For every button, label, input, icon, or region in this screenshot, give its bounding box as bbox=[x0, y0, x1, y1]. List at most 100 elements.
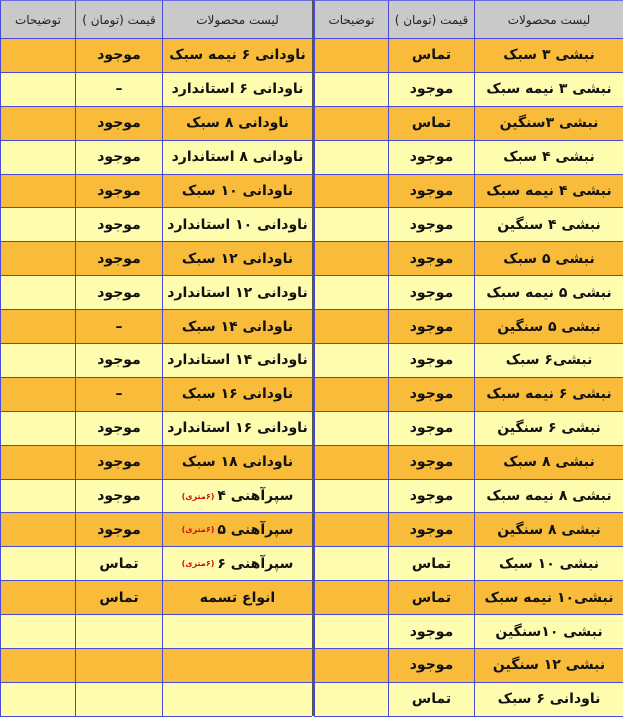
product-name: نبشی ۸ سبک bbox=[503, 454, 595, 471]
price-cell: موجود bbox=[388, 377, 474, 412]
price-cell: موجود bbox=[75, 445, 162, 480]
length-note: (۶متری) bbox=[181, 525, 215, 535]
notes-cell bbox=[0, 377, 75, 412]
price-cell: موجود bbox=[388, 72, 474, 107]
notes-cell bbox=[314, 242, 388, 277]
product-cell: نبشی ۸ سبک bbox=[474, 445, 623, 480]
price-cell: موجود bbox=[388, 615, 474, 650]
price-cell: موجود bbox=[388, 276, 474, 311]
notes-cell bbox=[0, 242, 75, 277]
price-cell: تماس bbox=[388, 682, 474, 717]
product-cell: ناودانی ۶ نیمه سبک bbox=[162, 39, 312, 73]
product-name: ناودانی ۱۴ سبک bbox=[181, 318, 294, 335]
product-name: ناودانی ۸ استاندارد bbox=[171, 149, 304, 166]
product-name: نبشی ۳ سبک bbox=[503, 47, 595, 64]
notes-cell bbox=[0, 513, 75, 548]
product-cell: نبشی ۸ نیمه سبک bbox=[474, 479, 623, 514]
price-cell: موجود bbox=[388, 140, 474, 175]
price-cell: موجود bbox=[75, 411, 162, 446]
product-name: نبشی ۳ نیمه سبک bbox=[486, 81, 612, 98]
notes-cell bbox=[314, 106, 388, 141]
product-cell: نبشی ۶ نیمه سبک bbox=[474, 377, 623, 412]
product-cell: ناودانی ۸ سبک bbox=[162, 106, 312, 141]
notes-cell bbox=[0, 276, 75, 311]
product-cell: ناودانی ۱۰ استاندارد bbox=[162, 208, 312, 243]
right-price-table: لیست محصولات قیمت (تومان ) توضیحات نبشی ۳ س… bbox=[314, 0, 623, 717]
product-name: ناودانی ۶ سبک bbox=[497, 691, 601, 708]
price-cell: موجود bbox=[75, 344, 162, 378]
product-name: نبشی ۴ سبک bbox=[503, 149, 595, 166]
left-price-table: لیست محصولات قیمت (تومان ) توضیحات ناودانی … bbox=[0, 0, 312, 717]
product-cell: سپرآهنی ۶ (۶متری) bbox=[162, 547, 312, 582]
product-cell: نبشی ۳ سبک bbox=[474, 39, 623, 73]
price-cell: موجود bbox=[75, 276, 162, 311]
product-name: انواع تسمه bbox=[199, 589, 276, 606]
header-product: لیست محصولات bbox=[162, 1, 312, 39]
product-name: نبشی ۸ سنگین bbox=[497, 521, 601, 538]
notes-cell bbox=[0, 479, 75, 514]
header-price: قیمت (تومان ) bbox=[388, 1, 474, 39]
product-cell: نبشی۱۰ نیمه سبک bbox=[474, 581, 623, 616]
notes-cell bbox=[0, 411, 75, 446]
notes-cell bbox=[314, 174, 388, 209]
product-name: ناودانی ۸ سبک bbox=[186, 115, 289, 132]
price-cell: تماس bbox=[388, 106, 474, 141]
notes-cell bbox=[0, 310, 75, 345]
product-cell: ناودانی ۱۴ سبک bbox=[162, 310, 312, 345]
price-cell: موجود bbox=[388, 242, 474, 277]
price-cell: موجود bbox=[75, 140, 162, 175]
notes-cell bbox=[314, 276, 388, 311]
product-cell: نبشی ۴ نیمه سبک bbox=[474, 174, 623, 209]
product-name: نبشی ۳سنگین bbox=[499, 115, 599, 132]
price-cell: موجود bbox=[75, 513, 162, 548]
product-cell: ناودانی ۱۶ سبک bbox=[162, 377, 312, 412]
product-cell: نبشی ۱۲ سنگین bbox=[474, 649, 623, 683]
product-cell: نبشی ۵ سنگین bbox=[474, 310, 623, 345]
price-cell: موجود bbox=[75, 174, 162, 209]
price-cell: تماس bbox=[75, 547, 162, 582]
product-cell: ناودانی ۱۲ استاندارد bbox=[162, 276, 312, 311]
notes-cell bbox=[0, 174, 75, 209]
price-cell: موجود bbox=[388, 445, 474, 480]
price-cell bbox=[75, 615, 162, 650]
product-name: ناودانی ۱۶ سبک bbox=[181, 386, 294, 403]
notes-cell bbox=[0, 581, 75, 616]
product-cell bbox=[162, 615, 312, 650]
header-price: قیمت (تومان ) bbox=[75, 1, 162, 39]
product-cell: نبشی ۳سنگین bbox=[474, 106, 623, 141]
product-name: نبشی ۱۰ سبک bbox=[498, 555, 600, 572]
product-cell: نبشی ۱۰ سبک bbox=[474, 547, 623, 582]
product-name: سپرآهنی ۶ bbox=[217, 555, 294, 572]
notes-cell bbox=[314, 581, 388, 616]
product-name: نبشی۱۰ نیمه سبک bbox=[484, 589, 614, 606]
product-name: سپرآهنی ۵ bbox=[217, 521, 294, 538]
product-cell: سپرآهنی ۴ (۶متری) bbox=[162, 479, 312, 514]
header-notes: توضیحات bbox=[314, 1, 388, 39]
product-name: نبشی ۵ سنگین bbox=[497, 318, 601, 335]
notes-cell bbox=[314, 140, 388, 175]
product-cell: ناودانی ۸ استاندارد bbox=[162, 140, 312, 175]
notes-cell bbox=[314, 445, 388, 480]
notes-cell bbox=[0, 649, 75, 683]
product-cell: نبشی۶ سبک bbox=[474, 344, 623, 378]
price-cell: موجود bbox=[75, 208, 162, 243]
product-cell: نبشی ۶ سنگین bbox=[474, 411, 623, 446]
product-cell: نبشی ۴ سنگین bbox=[474, 208, 623, 243]
price-cell: موجود bbox=[75, 479, 162, 514]
product-name: ناودانی ۱۰ استاندارد bbox=[167, 216, 308, 233]
notes-cell bbox=[314, 72, 388, 107]
notes-cell bbox=[0, 344, 75, 378]
product-cell: نبشی ۸ سنگین bbox=[474, 513, 623, 548]
product-name: ناودانی ۶ نیمه سبک bbox=[169, 47, 306, 64]
product-name: نبشی ۵ سبک bbox=[503, 250, 595, 267]
product-cell: ناودانی ۱۰ سبک bbox=[162, 174, 312, 209]
product-name: نبشی ۶ سنگین bbox=[497, 420, 601, 437]
product-name: نبشی ۱۰سنگین bbox=[495, 623, 603, 640]
product-cell: انواع تسمه bbox=[162, 581, 312, 616]
header-notes: توضیحات bbox=[0, 1, 75, 39]
price-cell: موجود bbox=[388, 344, 474, 378]
notes-cell bbox=[314, 39, 388, 73]
price-cell: – bbox=[75, 72, 162, 107]
product-cell: ناودانی ۱۸ سبک bbox=[162, 445, 312, 480]
